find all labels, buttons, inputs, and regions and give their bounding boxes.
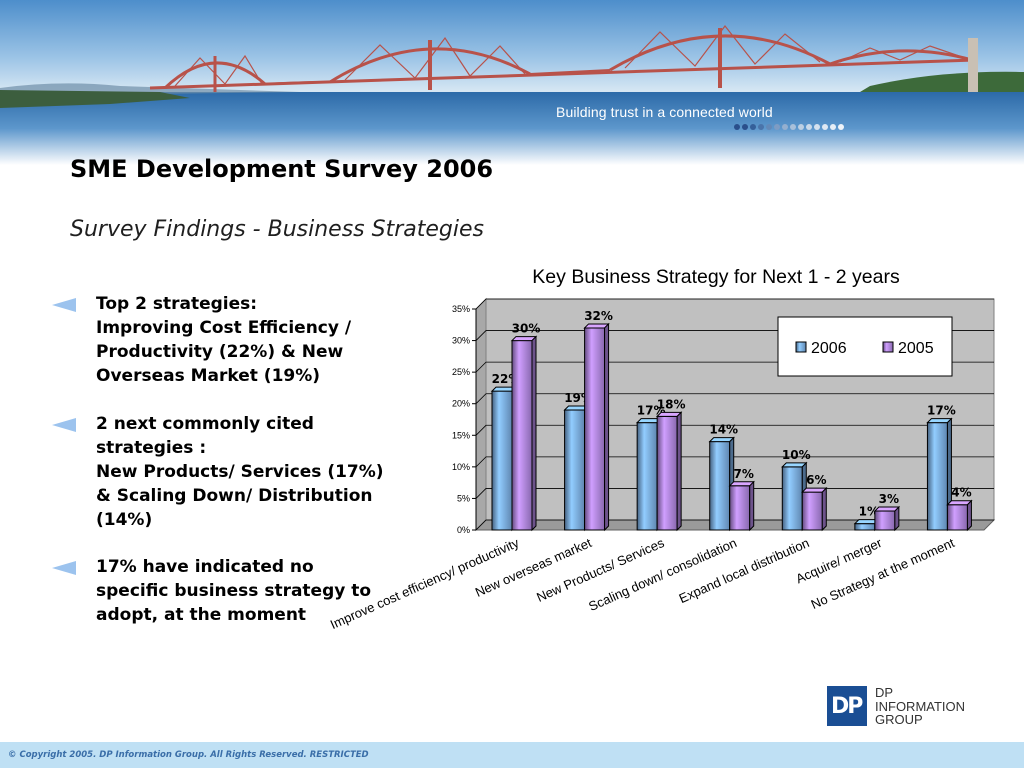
bar-2005 — [584, 327, 606, 531]
bar-2005 — [729, 485, 751, 531]
legend-swatch — [795, 341, 807, 353]
bar-2006 — [709, 441, 731, 531]
bar-side-2005 — [531, 335, 537, 532]
y-tick-label: 5% — [457, 493, 470, 503]
bridge-banner-image — [0, 0, 1024, 165]
bar-2006 — [636, 422, 658, 531]
finding-line: 17% have indicated no — [96, 557, 314, 577]
data-label: 3% — [879, 492, 899, 506]
bar-2005 — [656, 415, 678, 531]
bar-side-2005 — [749, 480, 755, 532]
finding-line: Productivity (22%) & New — [96, 342, 344, 362]
data-label: 32% — [584, 309, 613, 323]
data-label: 6% — [806, 473, 826, 487]
bullet-arrow-icon — [52, 561, 76, 575]
category-label: New overseas market — [473, 535, 594, 600]
bar-side-2005 — [604, 322, 610, 532]
finding-line: adopt, at the moment — [96, 605, 307, 625]
grid-line — [475, 456, 994, 468]
bar-2005 — [946, 504, 968, 531]
bar-2006 — [491, 390, 513, 531]
y-tick-label: 35% — [452, 304, 470, 314]
finding-line: & Scaling Down/ Distribution — [96, 486, 373, 506]
finding-item: 2 next commonly cited strategies : New P… — [50, 412, 384, 532]
finding-item: Top 2 strategies: Improving Cost Efficie… — [50, 292, 351, 388]
data-label: 30% — [512, 322, 541, 336]
logo-line: DP — [875, 685, 894, 700]
bar-2006 — [781, 466, 803, 531]
bar-side-2005 — [676, 411, 682, 532]
finding-item: 17% have indicated no specific business … — [50, 555, 371, 627]
y-tick-label: 30% — [452, 336, 470, 346]
data-label: 1% — [859, 505, 879, 519]
bar-side-2005 — [966, 499, 972, 532]
logo-line: GROUP — [875, 712, 923, 727]
copyright-text: © Copyright 2005. DP Information Group. … — [8, 750, 369, 760]
legend-box — [777, 316, 953, 377]
footer-bar: © Copyright 2005. DP Information Group. … — [0, 742, 1024, 768]
legend-swatch — [882, 341, 894, 353]
plot-side-wall — [475, 297, 487, 532]
company-logo: DP DP INFORMATION GROUP — [827, 686, 987, 728]
strategy-bar-chart: Key Business Strategy for Next 1 - 2 yea… — [328, 266, 996, 632]
data-label: 14% — [709, 423, 738, 437]
y-tick-label: 20% — [452, 399, 470, 409]
finding-line: Overseas Market (19%) — [96, 366, 321, 386]
grid-line — [475, 393, 994, 404]
finding-line: New Products/ Services (17%) — [96, 462, 384, 482]
legend-label: 2006 — [811, 340, 847, 357]
logo-mark: DP — [827, 686, 867, 726]
finding-line: strategies : — [96, 438, 207, 458]
logo-wordmark: DP INFORMATION GROUP — [875, 686, 965, 727]
finding-line: Improving Cost Efficiency / — [96, 318, 352, 338]
finding-line: specific business strategy to — [96, 581, 372, 601]
data-label: 7% — [734, 467, 754, 481]
logo-line: INFORMATION — [875, 698, 966, 714]
bar-2005 — [801, 491, 823, 531]
tagline: Building trust in a connected world — [556, 104, 773, 120]
bar-2006 — [564, 409, 586, 531]
bar-2005 — [874, 510, 896, 531]
legend-label: 2005 — [898, 340, 934, 357]
bullet-arrow-icon — [52, 298, 76, 312]
bar-2005 — [511, 340, 533, 531]
page-subtitle: Survey Findings - Business Strategies — [70, 217, 484, 242]
data-label: 10% — [782, 448, 811, 462]
bullet-arrow-icon — [52, 418, 76, 432]
finding-line: (14%) — [96, 510, 153, 530]
header-banner: Building trust in a connected world — [0, 0, 1024, 165]
data-label: 4% — [951, 486, 971, 500]
y-tick-label: 10% — [452, 462, 470, 472]
data-label: 18% — [657, 397, 686, 411]
bar-2006 — [926, 422, 948, 531]
grid-line — [475, 298, 994, 310]
y-tick-label: 0% — [457, 525, 470, 535]
bar-side-2005 — [894, 505, 900, 532]
category-label: Expand local distribution — [677, 535, 812, 606]
y-tick-label: 25% — [452, 367, 470, 377]
finding-line: Top 2 strategies: — [96, 294, 258, 314]
y-tick-label: 15% — [452, 430, 470, 440]
data-label: 17% — [637, 404, 666, 418]
logo-mark-text: DP — [831, 694, 863, 719]
chart-title: Key Business Strategy for Next 1 - 2 yea… — [532, 266, 900, 288]
grid-line — [475, 424, 994, 436]
bar-side-2005 — [821, 486, 827, 532]
data-label: 17% — [927, 404, 956, 418]
page-title: SME Development Survey 2006 — [70, 155, 494, 183]
bar-2006 — [854, 523, 876, 531]
finding-line: 2 next commonly cited — [96, 414, 314, 434]
